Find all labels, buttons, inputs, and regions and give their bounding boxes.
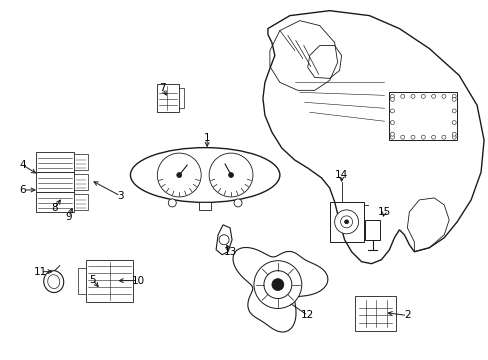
Bar (74, 174, 87, 190)
Circle shape (344, 220, 348, 224)
Circle shape (451, 97, 455, 101)
Text: 13: 13 (223, 247, 236, 257)
Circle shape (410, 135, 414, 139)
Circle shape (431, 135, 435, 139)
Text: 12: 12 (301, 310, 314, 320)
Bar (354, 296, 396, 332)
Bar (78, 268, 85, 293)
Circle shape (334, 210, 358, 234)
Circle shape (389, 97, 394, 101)
Circle shape (209, 153, 252, 197)
Circle shape (389, 109, 394, 113)
Bar (36, 152, 74, 172)
Text: 6: 6 (20, 185, 26, 195)
Circle shape (451, 94, 455, 98)
Bar (36, 192, 74, 212)
Circle shape (389, 132, 394, 136)
Circle shape (157, 153, 201, 197)
Circle shape (271, 279, 283, 291)
Text: 10: 10 (132, 276, 144, 285)
Circle shape (451, 109, 455, 113)
Bar (179, 88, 184, 108)
Circle shape (431, 94, 435, 98)
Circle shape (176, 172, 182, 177)
Bar (85, 260, 133, 302)
Circle shape (441, 94, 445, 98)
Text: 11: 11 (34, 267, 47, 276)
Ellipse shape (130, 148, 279, 202)
Text: 7: 7 (159, 84, 165, 93)
Bar (388, 92, 456, 140)
Bar (74, 194, 87, 210)
Text: 3: 3 (117, 191, 123, 201)
Circle shape (421, 94, 425, 98)
Bar (199, 202, 211, 210)
Text: 15: 15 (377, 207, 390, 217)
Circle shape (264, 271, 291, 298)
Bar (364, 220, 380, 240)
Circle shape (219, 235, 228, 245)
Bar (74, 154, 87, 170)
Circle shape (234, 199, 242, 207)
Text: 14: 14 (334, 170, 347, 180)
Circle shape (253, 261, 301, 309)
Circle shape (400, 94, 404, 98)
Ellipse shape (43, 271, 63, 293)
Text: 4: 4 (20, 160, 26, 170)
Text: 9: 9 (65, 212, 72, 222)
Bar (36, 172, 74, 192)
Bar (329, 202, 363, 242)
Circle shape (451, 121, 455, 125)
Circle shape (441, 135, 445, 139)
Circle shape (410, 94, 414, 98)
Text: 2: 2 (403, 310, 410, 320)
Text: 1: 1 (203, 133, 210, 143)
Circle shape (451, 135, 455, 139)
Text: 5: 5 (89, 275, 96, 285)
Text: 8: 8 (51, 203, 58, 213)
Circle shape (389, 135, 394, 139)
Circle shape (421, 135, 425, 139)
Circle shape (340, 216, 352, 228)
Circle shape (451, 132, 455, 136)
Circle shape (389, 94, 394, 98)
Circle shape (228, 172, 233, 177)
Circle shape (168, 199, 176, 207)
Circle shape (389, 121, 394, 125)
Bar (157, 84, 179, 112)
Ellipse shape (48, 275, 60, 289)
Circle shape (400, 135, 404, 139)
